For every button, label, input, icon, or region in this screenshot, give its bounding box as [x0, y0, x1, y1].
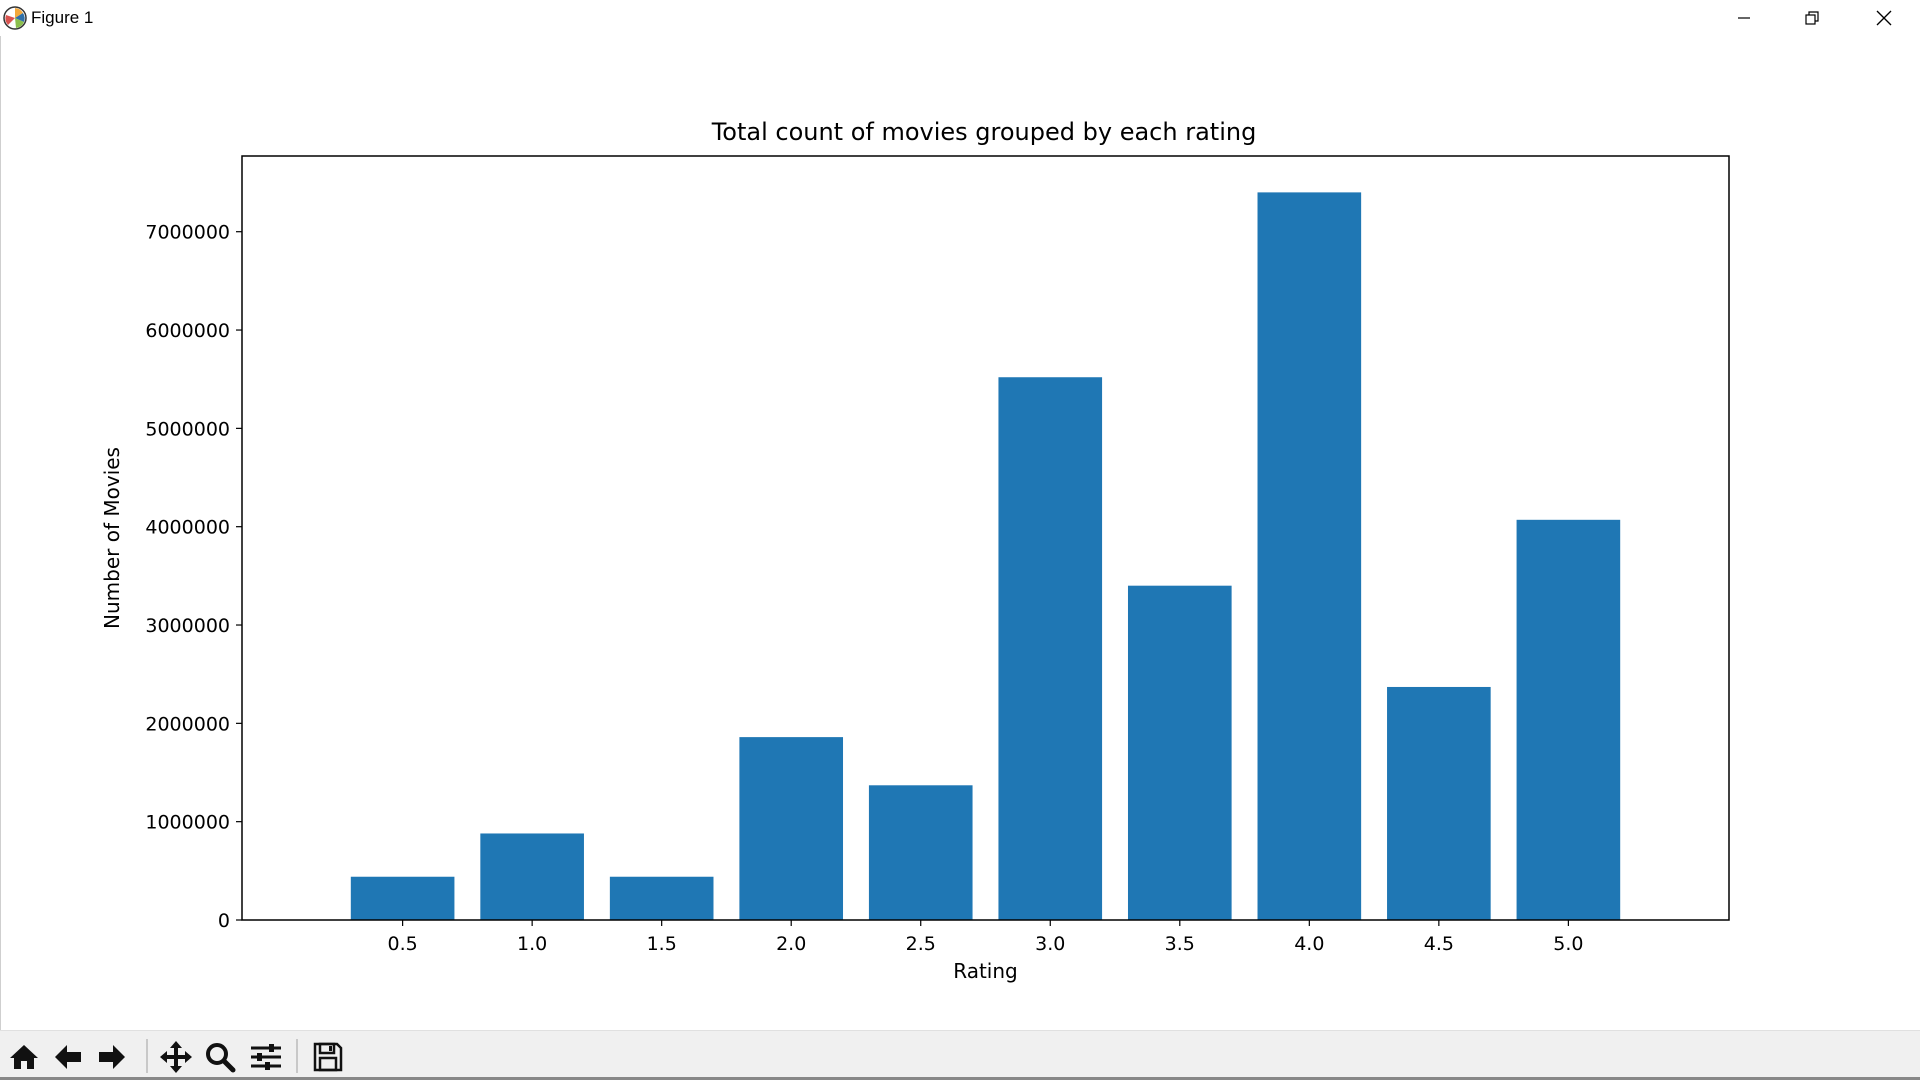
y-tick-label: 7000000 — [145, 222, 230, 244]
bars-group — [350, 192, 1621, 920]
home-icon — [10, 1045, 38, 1069]
x-tick-label: 5.0 — [1553, 933, 1583, 955]
y-tick-label: 2000000 — [145, 713, 230, 735]
back-arrow-icon — [55, 1045, 81, 1069]
x-tick-label: 0.5 — [388, 933, 418, 955]
back-button[interactable] — [48, 1035, 88, 1079]
x-axis-label: Rating — [953, 959, 1017, 983]
bar-4.5 — [1387, 686, 1491, 920]
subplots-config-icon — [251, 1044, 281, 1070]
x-tick-label: 3.0 — [1035, 933, 1065, 955]
zoom-button[interactable] — [200, 1035, 240, 1079]
x-tick-label: 4.5 — [1424, 933, 1454, 955]
bar-3.0 — [998, 377, 1103, 920]
y-tick-label: 3000000 — [145, 615, 230, 637]
axes-frame — [241, 155, 1730, 921]
close-icon — [1876, 10, 1892, 26]
x-tick-label: 1.5 — [647, 933, 677, 955]
y-tick-label: 0 — [218, 910, 230, 932]
pan-button[interactable] — [156, 1035, 196, 1079]
bar-5.0 — [1516, 519, 1621, 920]
y-tick-label: 4000000 — [145, 517, 230, 539]
toolbar-separator — [146, 1039, 148, 1073]
chart-title: Total count of movies grouped by each ra… — [711, 118, 1257, 146]
bar-1.0 — [480, 833, 584, 920]
window-title: Figure 1 — [31, 8, 94, 27]
y-tick-label: 5000000 — [145, 418, 230, 440]
y-axis-ticks: 0 1000000 2000000 3000000 4000000 5000000 6000… — [145, 222, 242, 932]
bar-1.5 — [609, 876, 714, 920]
bar-0.5 — [350, 876, 455, 920]
minimize-icon — [1738, 17, 1750, 19]
y-tick-label: 6000000 — [145, 320, 230, 342]
minimize-button[interactable] — [1710, 0, 1778, 36]
forward-button[interactable] — [92, 1035, 132, 1079]
restore-icon — [1805, 11, 1819, 25]
save-button[interactable] — [308, 1035, 348, 1079]
bar-4.0 — [1257, 192, 1362, 920]
configure-subplots-button[interactable] — [246, 1035, 286, 1079]
y-tick-label: 1000000 — [145, 812, 230, 834]
figure-canvas: Total count of movies grouped by each ra… — [0, 36, 1920, 1030]
x-tick-label: 4.0 — [1294, 933, 1324, 955]
bar-2.0 — [739, 737, 844, 920]
bar-3.5 — [1127, 585, 1232, 920]
x-tick-label: 2.0 — [776, 933, 806, 955]
window-bottom-edge — [0, 1077, 1920, 1080]
x-tick-label: 3.5 — [1165, 933, 1195, 955]
close-button[interactable] — [1850, 0, 1918, 36]
forward-arrow-icon — [99, 1045, 125, 1069]
pan-icon — [160, 1041, 192, 1073]
navigation-toolbar — [0, 1030, 1920, 1080]
zoom-icon — [206, 1043, 236, 1073]
bar-2.5 — [868, 785, 973, 920]
home-button[interactable] — [4, 1035, 44, 1079]
toolbar-separator — [296, 1039, 298, 1073]
save-icon — [313, 1042, 343, 1072]
x-tick-label: 1.0 — [517, 933, 547, 955]
x-tick-label: 2.5 — [906, 933, 936, 955]
x-axis-ticks: 0.5 1.0 1.5 2.0 2.5 3.0 3.5 4.0 4.5 5.0 — [388, 920, 1583, 955]
bar-chart: Total count of movies grouped by each ra… — [100, 118, 1730, 983]
y-axis-label: Number of Movies — [100, 447, 124, 629]
matplotlib-icon — [3, 6, 27, 30]
restore-button[interactable] — [1778, 0, 1846, 36]
window-titlebar: Figure 1 — [0, 0, 1920, 37]
